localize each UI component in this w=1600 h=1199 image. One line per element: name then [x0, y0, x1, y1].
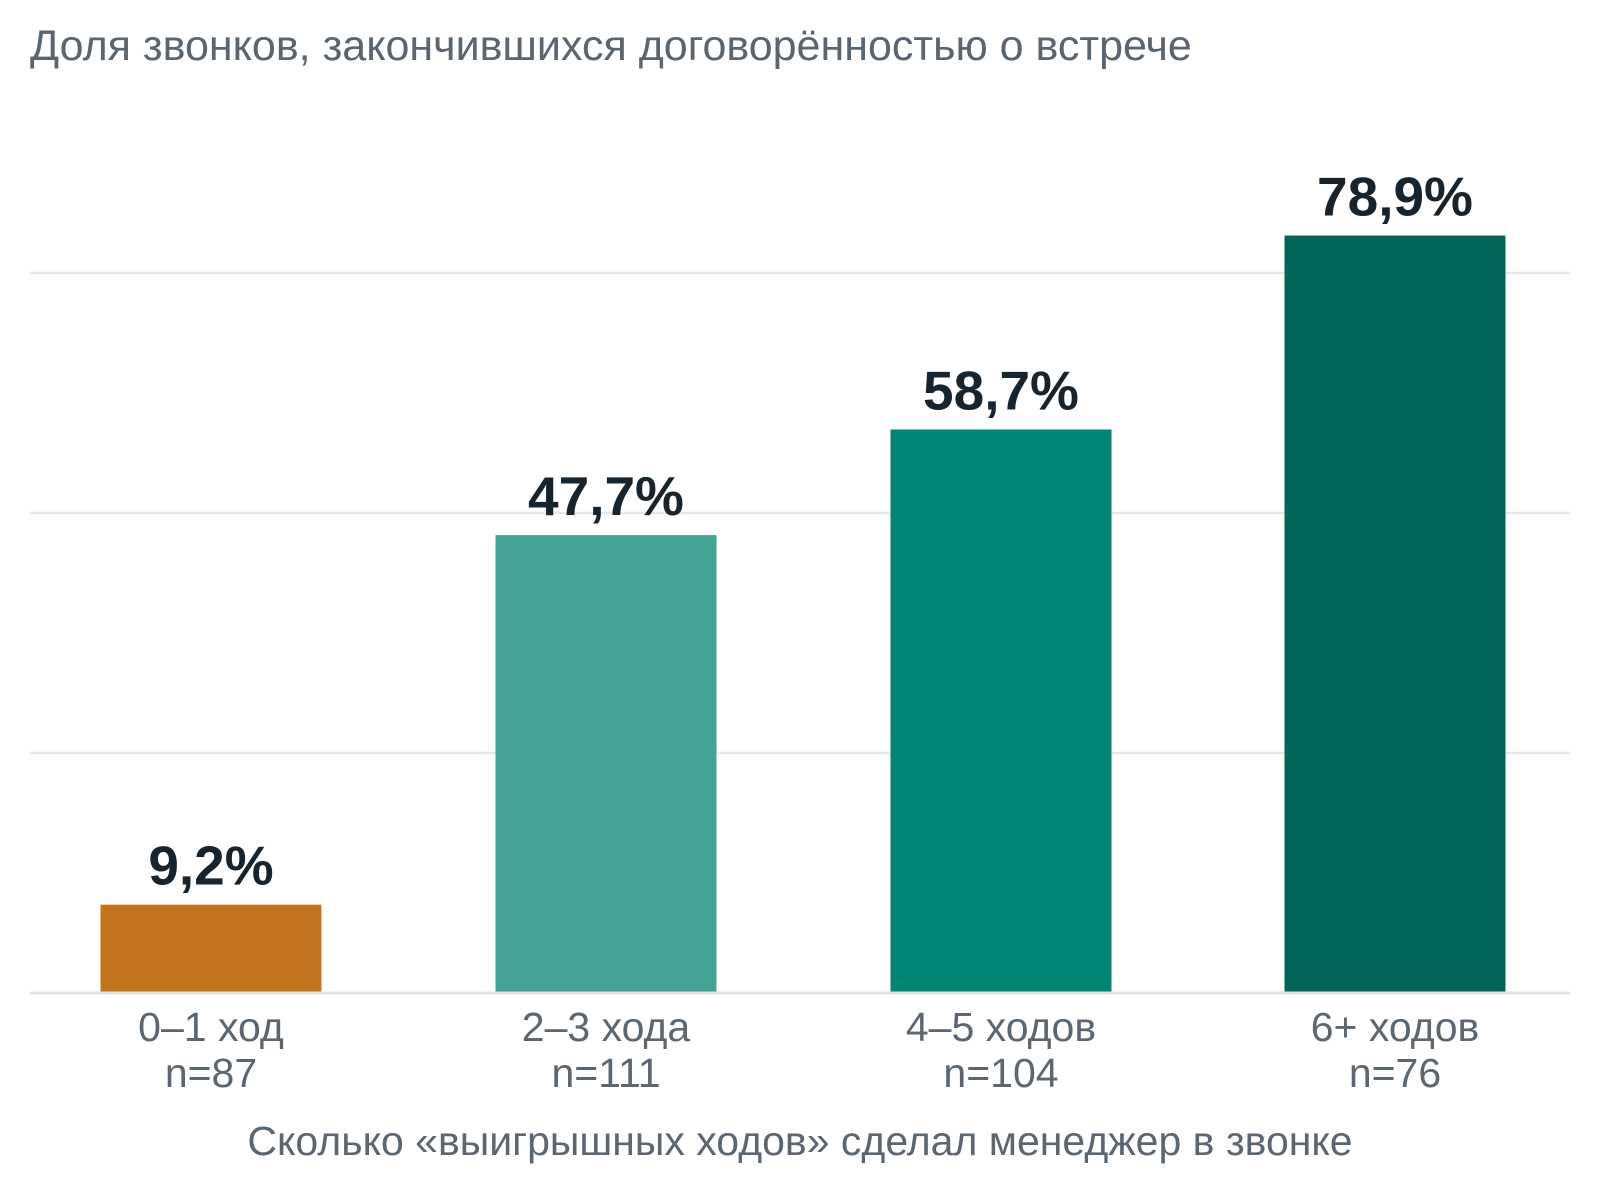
sample-size-label: n=76 — [1349, 1050, 1441, 1096]
value-label: 78,9% — [1317, 166, 1473, 228]
sample-size-label: n=87 — [165, 1050, 257, 1096]
value-label: 58,7% — [923, 359, 1079, 421]
sample-size-label: n=111 — [551, 1050, 660, 1096]
x-axis-label: Сколько «выигрышных ходов» сделал менедж… — [247, 1118, 1352, 1164]
bar — [496, 535, 717, 993]
category-label: 2–3 хода — [522, 1004, 691, 1050]
bar — [891, 429, 1112, 993]
value-labels: 9,2% 47,7% 58,7% 78,9% — [148, 166, 1473, 897]
category-label: 4–5 ходов — [906, 1004, 1096, 1050]
value-label: 9,2% — [148, 835, 273, 897]
bars — [101, 236, 1506, 993]
category-label: 0–1 ход — [138, 1004, 284, 1050]
value-label: 47,7% — [528, 465, 684, 527]
category-label: 6+ ходов — [1311, 1004, 1480, 1050]
sample-size-label: n=104 — [943, 1050, 1058, 1096]
bar — [1285, 236, 1506, 993]
bar — [101, 905, 322, 993]
